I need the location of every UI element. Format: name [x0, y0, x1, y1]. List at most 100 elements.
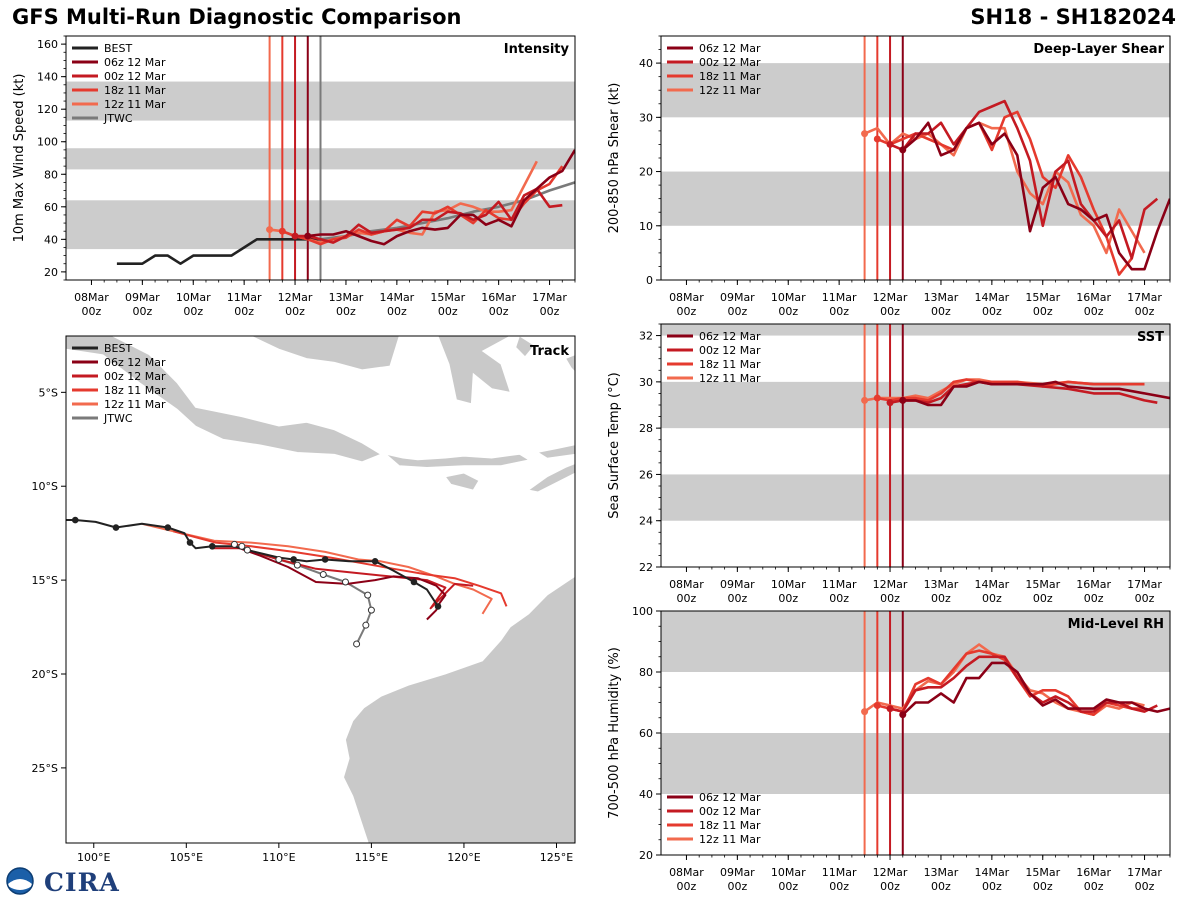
legend-label: 00z 12 Mar	[699, 344, 761, 357]
x-tick-label: 00z	[778, 305, 798, 318]
series-start-marker	[886, 399, 894, 407]
series-start-marker	[886, 705, 894, 713]
y-tick-label: 15°S	[32, 574, 58, 587]
legend-label: 18z 11 Mar	[104, 384, 166, 397]
best-track-marker	[164, 524, 172, 531]
jtwc-marker	[275, 555, 283, 563]
jtwc-marker	[364, 591, 372, 599]
panel-title: SST	[1137, 330, 1164, 345]
x-tick-label: 13Mar	[924, 291, 959, 304]
x-tick-label: 00z	[727, 592, 747, 605]
y-tick-label: 30	[639, 111, 653, 124]
track-line	[234, 543, 373, 645]
legend-label: 18z 11 Mar	[699, 70, 761, 83]
x-tick-label: 13Mar	[329, 291, 364, 304]
y-tick-label: 160	[37, 38, 58, 51]
land-polygon	[536, 444, 575, 459]
y-tick-label: 24	[639, 515, 653, 528]
shaded-band	[661, 474, 1170, 521]
legend-label: 00z 12 Mar	[699, 805, 761, 818]
land-polygon	[527, 463, 575, 493]
x-tick-label: 125°E	[540, 851, 573, 864]
x-tick-label: 16Mar	[1076, 291, 1111, 304]
x-tick-label: 00z	[880, 305, 900, 318]
series-start-marker	[873, 394, 881, 402]
y-tick-label: 25°S	[32, 762, 58, 775]
legend-label: JTWC	[103, 412, 133, 425]
shaded-band	[661, 324, 1170, 336]
series-line	[307, 149, 575, 246]
x-tick-label: 00z	[489, 305, 509, 318]
x-tick-label: 00z	[1084, 305, 1104, 318]
x-tick-label: 15Mar	[1025, 866, 1060, 879]
legend-label: 06z 12 Mar	[699, 42, 761, 55]
series-line	[901, 661, 1170, 716]
jtwc-marker	[353, 640, 361, 648]
y-tick-label: 28	[639, 422, 653, 435]
x-tick-label: 16Mar	[1076, 866, 1111, 879]
land-polygon	[343, 575, 575, 843]
x-tick-label: 17Mar	[1127, 866, 1162, 879]
noaa-icon	[6, 867, 34, 895]
x-tick-label: 08Mar	[669, 291, 704, 304]
x-tick-label: 12Mar	[873, 578, 908, 591]
y-tick-label: 26	[639, 468, 653, 481]
y-tick-label: 100	[37, 136, 58, 149]
shear-panel: 01020304008Mar00z09Mar00z10Mar00z11Mar00…	[607, 35, 1171, 318]
jtwc-marker	[362, 621, 370, 629]
track-plot-area	[66, 336, 575, 843]
x-tick-label: 08Mar	[669, 578, 704, 591]
x-tick-label: 100°E	[77, 851, 110, 864]
x-tick-label: 15Mar	[1025, 578, 1060, 591]
y-tick-label: 0	[646, 274, 653, 287]
x-tick-label: 00z	[1135, 305, 1155, 318]
track-line	[234, 545, 447, 621]
y-tick-label: 5°S	[39, 386, 58, 399]
panel-title: Mid-Level RH	[1068, 617, 1164, 632]
y-axis-label: 200-850 hPa Shear (kt)	[607, 83, 622, 234]
best-track-marker	[208, 543, 216, 550]
legend-label: 00z 12 Mar	[104, 70, 166, 83]
legend-label: 18z 11 Mar	[699, 358, 761, 371]
legend-label: 00z 12 Mar	[104, 370, 166, 383]
page-title: GFS Multi-Run Diagnostic Comparison	[12, 5, 462, 29]
best-track-marker	[112, 524, 120, 531]
y-tick-label: 20	[639, 166, 653, 179]
best-track-marker	[321, 556, 329, 563]
jtwc-marker	[293, 561, 301, 569]
x-tick-label: 00z	[336, 305, 356, 318]
legend-label: 06z 12 Mar	[699, 330, 761, 343]
series-line	[295, 187, 563, 244]
series-start-marker	[899, 146, 907, 154]
x-tick-label: 08Mar	[74, 291, 109, 304]
land-polygon	[385, 453, 530, 468]
shaded-band	[661, 611, 1170, 672]
x-tick-label: 12Mar	[873, 291, 908, 304]
x-tick-label: 11Mar	[822, 866, 857, 879]
land-polygon	[515, 336, 535, 358]
x-tick-label: 00z	[234, 305, 254, 318]
x-tick-label: 00z	[829, 305, 849, 318]
series-start-marker	[861, 130, 869, 138]
shaded-band	[661, 171, 1170, 226]
x-tick-label: 16Mar	[481, 291, 516, 304]
x-tick-label: 00z	[829, 880, 849, 893]
panel-title: Track	[530, 344, 569, 359]
x-tick-label: 00z	[82, 305, 102, 318]
legend-label: JTWC	[103, 112, 133, 125]
x-tick-label: 00z	[982, 592, 1002, 605]
x-tick-label: 14Mar	[974, 866, 1009, 879]
x-tick-label: 00z	[880, 880, 900, 893]
x-tick-label: 00z	[183, 305, 203, 318]
best-track-marker	[434, 603, 442, 610]
x-tick-label: 10Mar	[771, 866, 806, 879]
x-tick-label: 00z	[677, 592, 697, 605]
series-line	[902, 380, 1170, 407]
jtwc-marker	[319, 570, 327, 578]
sst-plot-area	[661, 324, 1170, 567]
shaded-band	[661, 381, 1170, 429]
x-tick-label: 00z	[1084, 880, 1104, 893]
series-start-marker	[861, 396, 869, 404]
x-tick-label: 00z	[1135, 592, 1155, 605]
